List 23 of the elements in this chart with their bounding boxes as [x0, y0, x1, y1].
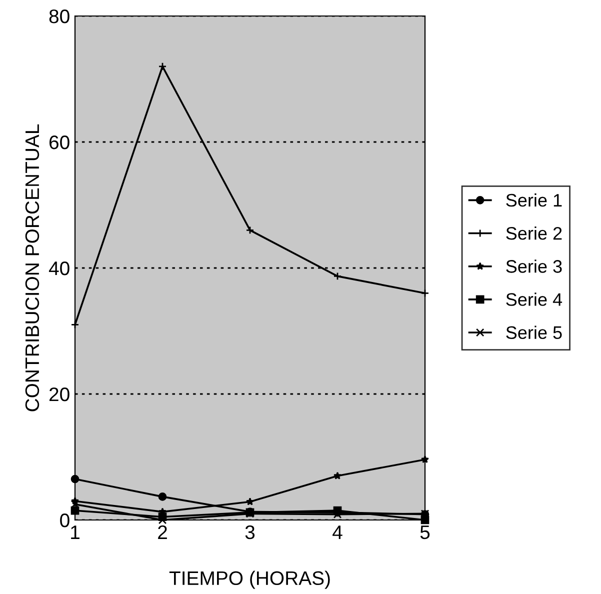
- point: [246, 498, 254, 506]
- y-tick-label: 0: [60, 513, 70, 528]
- point: [246, 226, 254, 234]
- x-tick-label: 2: [158, 525, 167, 539]
- y-axis-title: CONTRIBUCION PORCENTUAL: [25, 124, 40, 412]
- legend-label: Serie 5: [506, 326, 562, 340]
- legend-label: Serie 3: [506, 260, 562, 273]
- point: [334, 472, 342, 480]
- x-axis-title: TIEMPO (HORAS): [169, 570, 330, 589]
- point: [158, 492, 167, 501]
- x-tick-label: 3: [245, 525, 255, 540]
- x-tick-label: 1: [71, 526, 80, 539]
- x-tick-label: 4: [332, 526, 342, 539]
- legend-label: Serie 1: [506, 193, 562, 207]
- legend-label: Serie 4: [506, 292, 562, 306]
- y-tick-label: 80: [49, 9, 70, 24]
- y-tick-label: 60: [50, 135, 70, 150]
- legend-label: Serie 2: [506, 226, 562, 240]
- point: [158, 62, 167, 71]
- y-tick-label: 20: [49, 387, 70, 402]
- y-tick-label: 40: [48, 261, 70, 276]
- point: [333, 272, 342, 280]
- x-tick-label: 5: [420, 526, 430, 540]
